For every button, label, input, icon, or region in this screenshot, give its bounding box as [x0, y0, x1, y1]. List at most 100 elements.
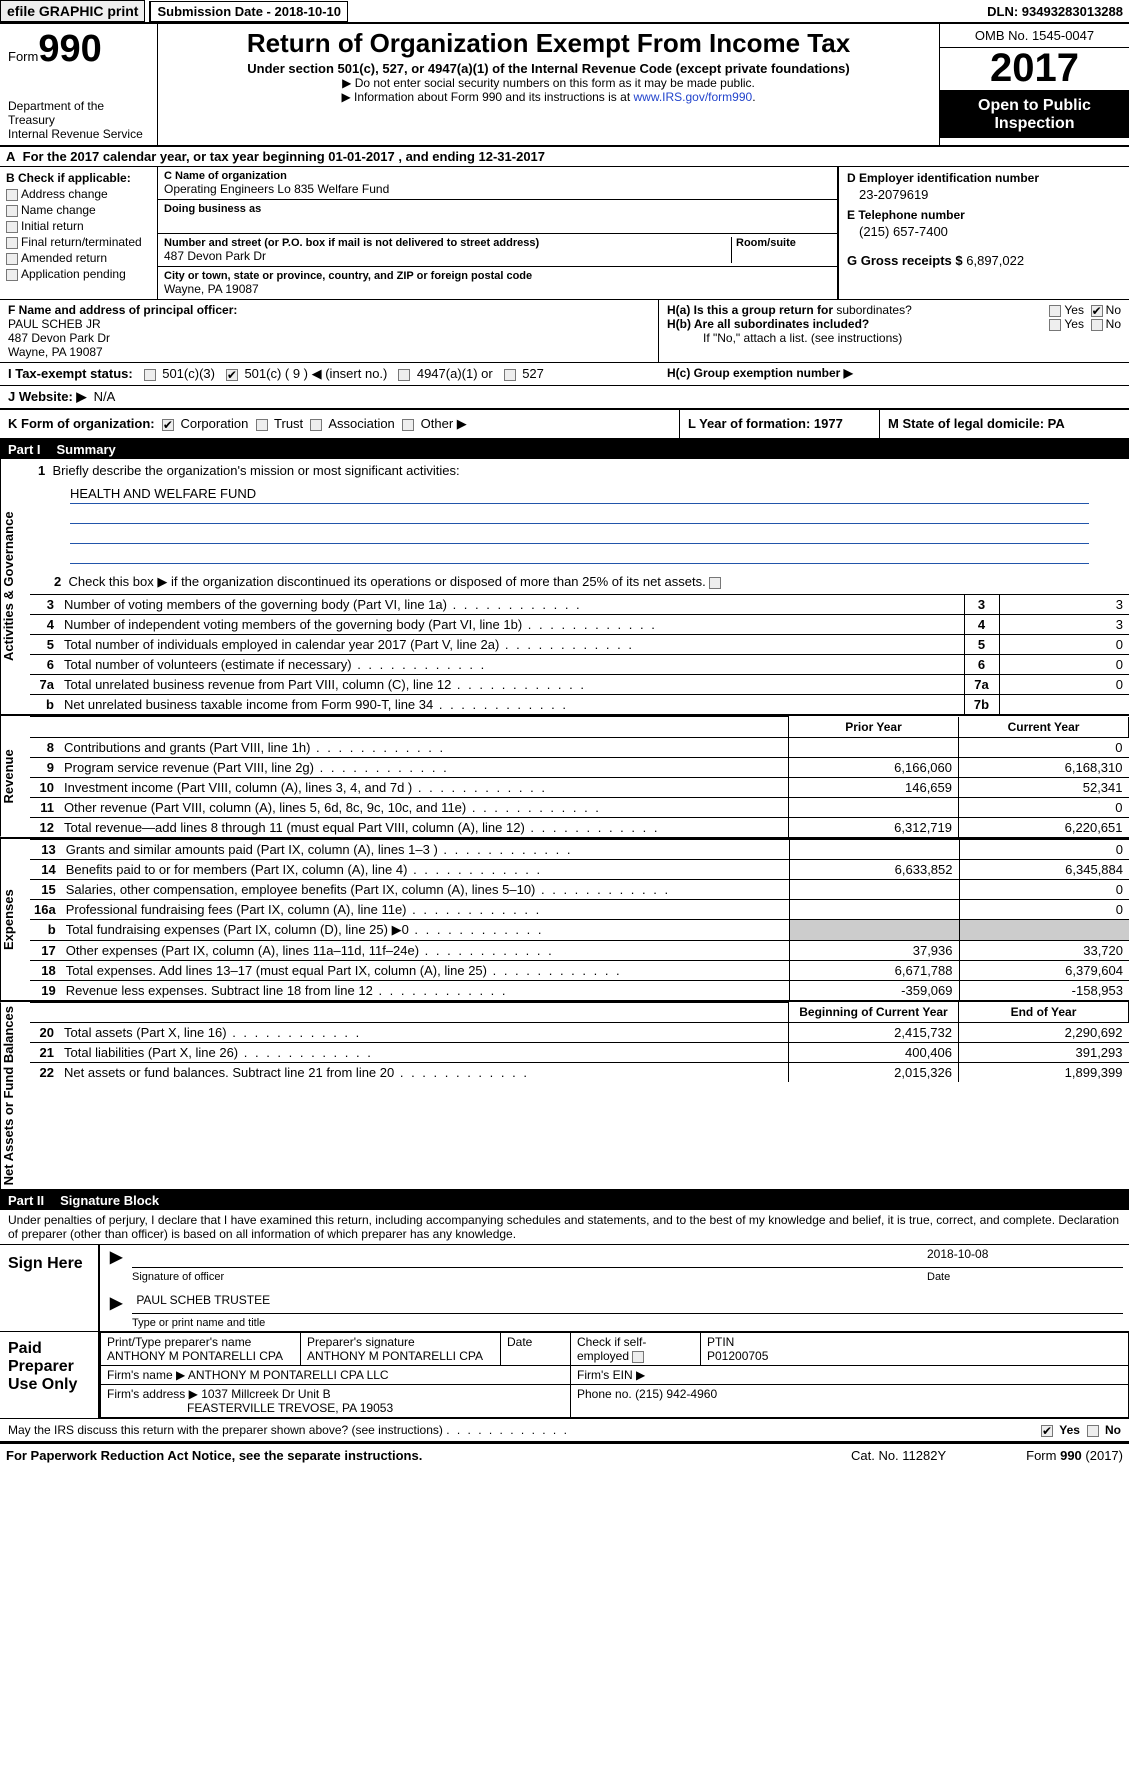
table-row: 3Number of voting members of the governi…	[30, 595, 1129, 615]
side-governance: Activities & Governance	[0, 459, 30, 714]
firm-ein-label: Firm's EIN ▶	[571, 1365, 1129, 1384]
form-title: Return of Organization Exempt From Incom…	[166, 28, 931, 59]
checkbox-527[interactable]	[504, 369, 516, 381]
checkbox-amended[interactable]	[6, 253, 18, 265]
checkbox-hb-yes[interactable]	[1049, 319, 1061, 331]
checkbox-corp[interactable]	[162, 419, 174, 431]
mission-text: HEALTH AND WELFARE FUND	[70, 486, 1089, 504]
officer-addr1: 487 Devon Park Dr	[8, 331, 650, 345]
netassets-table: Beginning of Current YearEnd of Year 20T…	[30, 1002, 1129, 1083]
preparer-name: ANTHONY M PONTARELLI CPA	[107, 1349, 283, 1363]
firm-name: ANTHONY M PONTARELLI CPA LLC	[188, 1368, 389, 1382]
table-row: 18Total expenses. Add lines 13–17 (must …	[30, 960, 1129, 980]
org-name: Operating Engineers Lo 835 Welfare Fund	[164, 182, 831, 196]
submission-date: Submission Date - 2018-10-10	[149, 1, 348, 22]
section-j: J Website: ▶ N/A	[0, 386, 1129, 410]
firm-phone: (215) 942-4960	[635, 1387, 717, 1401]
top-bar: efile GRAPHIC print Submission Date - 20…	[0, 0, 1129, 24]
table-row: 10Investment income (Part VIII, column (…	[30, 777, 1129, 797]
hb-note: If "No," attach a list. (see instruction…	[667, 331, 1121, 345]
state-domicile: M State of legal domicile: PA	[879, 410, 1129, 438]
checkbox-4947[interactable]	[398, 369, 410, 381]
ptin-value: P01200705	[707, 1349, 768, 1363]
governance-table: 3Number of voting members of the governi…	[30, 594, 1129, 714]
part1-expenses: Expenses 13Grants and similar amounts pa…	[0, 839, 1129, 1002]
table-row: 15Salaries, other compensation, employee…	[30, 879, 1129, 899]
table-row: 17Other expenses (Part IX, column (A), l…	[30, 940, 1129, 960]
efile-print-button[interactable]: efile GRAPHIC print	[0, 0, 145, 22]
city-state-zip: Wayne, PA 19087	[164, 282, 831, 296]
table-row: 11Other revenue (Part VIII, column (A), …	[30, 797, 1129, 817]
page-footer: For Paperwork Reduction Act Notice, see …	[0, 1442, 1129, 1467]
checkbox-ha-no[interactable]	[1091, 305, 1103, 317]
section-c: C Name of organization Operating Enginee…	[158, 167, 839, 299]
firm-addr1: 1037 Millcreek Dr Unit B	[201, 1387, 330, 1401]
city-label: City or town, state or province, country…	[164, 270, 831, 282]
dept-treasury: Department of the Treasury	[8, 99, 153, 127]
addr-label: Number and street (or P.O. box if mail i…	[164, 237, 731, 249]
cat-no: Cat. No. 11282Y	[851, 1448, 946, 1463]
part1-governance: Activities & Governance 1 Briefly descri…	[0, 459, 1129, 716]
checkbox-501c[interactable]	[226, 369, 238, 381]
checkbox-name-change[interactable]	[6, 205, 18, 217]
officer-addr2: Wayne, PA 19087	[8, 345, 650, 359]
checkbox-discuss-no[interactable]	[1087, 1425, 1099, 1437]
dln-label: DLN: 93493283013288	[987, 4, 1129, 19]
open-to-public: Open to PublicInspection	[940, 91, 1129, 138]
signature-block: Under penalties of perjury, I declare th…	[0, 1210, 1129, 1442]
table-row: 9Program service revenue (Part VIII, lin…	[30, 757, 1129, 777]
form-header: Form990 Department of the Treasury Inter…	[0, 24, 1129, 147]
checkbox-hb-no[interactable]	[1091, 319, 1103, 331]
irs-label: Internal Revenue Service	[8, 127, 153, 141]
checkbox-discuss-yes[interactable]	[1041, 1425, 1053, 1437]
table-row: 21Total liabilities (Part X, line 26)400…	[30, 1043, 1129, 1063]
dba-label: Doing business as	[164, 203, 831, 215]
checkbox-501c3[interactable]	[144, 369, 156, 381]
checkbox-address-change[interactable]	[6, 189, 18, 201]
gross-value: 6,897,022	[966, 253, 1024, 268]
checkbox-trust[interactable]	[256, 419, 268, 431]
officer-name: PAUL SCHEB JR	[8, 317, 650, 331]
checkbox-application-pending[interactable]	[6, 269, 18, 281]
checkbox-ha-yes[interactable]	[1049, 305, 1061, 317]
checkbox-initial-return[interactable]	[6, 221, 18, 233]
firm-addr2: FEASTERVILLE TREVOSE, PA 19053	[187, 1401, 393, 1415]
preparer-sig: ANTHONY M PONTARELLI CPA	[307, 1349, 483, 1363]
table-row: bNet unrelated business taxable income f…	[30, 695, 1129, 715]
org-name-label: C Name of organization	[164, 170, 831, 182]
section-d: D Employer identification number 23-2079…	[839, 167, 1129, 299]
tel-label: E Telephone number	[847, 208, 1121, 222]
checkbox-assoc[interactable]	[310, 419, 322, 431]
part1-header: Part I Summary	[0, 440, 1129, 459]
checkbox-discontinued[interactable]	[709, 577, 721, 589]
table-row: 7aTotal unrelated business revenue from …	[30, 675, 1129, 695]
tax-year: 2017	[940, 48, 1129, 91]
section-a: A For the 2017 calendar year, or tax yea…	[0, 147, 1129, 167]
year-formation: L Year of formation: 1977	[679, 410, 879, 438]
part1-revenue: Revenue Prior YearCurrent Year 8Contribu…	[0, 716, 1129, 839]
side-netassets: Net Assets or Fund Balances	[0, 1002, 30, 1189]
checkbox-self-employed[interactable]	[632, 1351, 644, 1363]
irs-link[interactable]: www.IRS.gov/form990	[633, 90, 752, 104]
table-row: 12Total revenue—add lines 8 through 11 (…	[30, 817, 1129, 837]
paid-preparer-label: Paid Preparer Use Only	[0, 1332, 100, 1418]
section-fh: F Name and address of principal officer:…	[0, 300, 1129, 363]
checkbox-other[interactable]	[402, 419, 414, 431]
tel-value: (215) 657-7400	[847, 222, 1121, 245]
b-header: B Check if applicable:	[6, 171, 151, 185]
section-i: I Tax-exempt status: 501(c)(3) 501(c) ( …	[0, 363, 1129, 386]
table-row: 5Total number of individuals employed in…	[30, 635, 1129, 655]
table-row: 14Benefits paid to or for members (Part …	[30, 859, 1129, 879]
sig-date: 2018-10-08	[923, 1246, 1123, 1268]
table-row: 16aProfessional fundraising fees (Part I…	[30, 899, 1129, 919]
section-klm: K Form of organization: Corporation Trus…	[0, 410, 1129, 440]
ssn-note: ▶ Do not enter social security numbers o…	[166, 76, 931, 90]
checkbox-final-return[interactable]	[6, 237, 18, 249]
form-subtitle: Under section 501(c), 527, or 4947(a)(1)…	[166, 61, 931, 76]
part1-netassets: Net Assets or Fund Balances Beginning of…	[0, 1002, 1129, 1191]
side-revenue: Revenue	[0, 716, 30, 837]
form-label: Form 990 (2017)	[1026, 1448, 1123, 1463]
section-b: B Check if applicable: Address change Na…	[0, 167, 158, 299]
table-row: 20Total assets (Part X, line 16)2,415,73…	[30, 1023, 1129, 1043]
hc-label: H(c) Group exemption number ▶	[659, 363, 1129, 385]
